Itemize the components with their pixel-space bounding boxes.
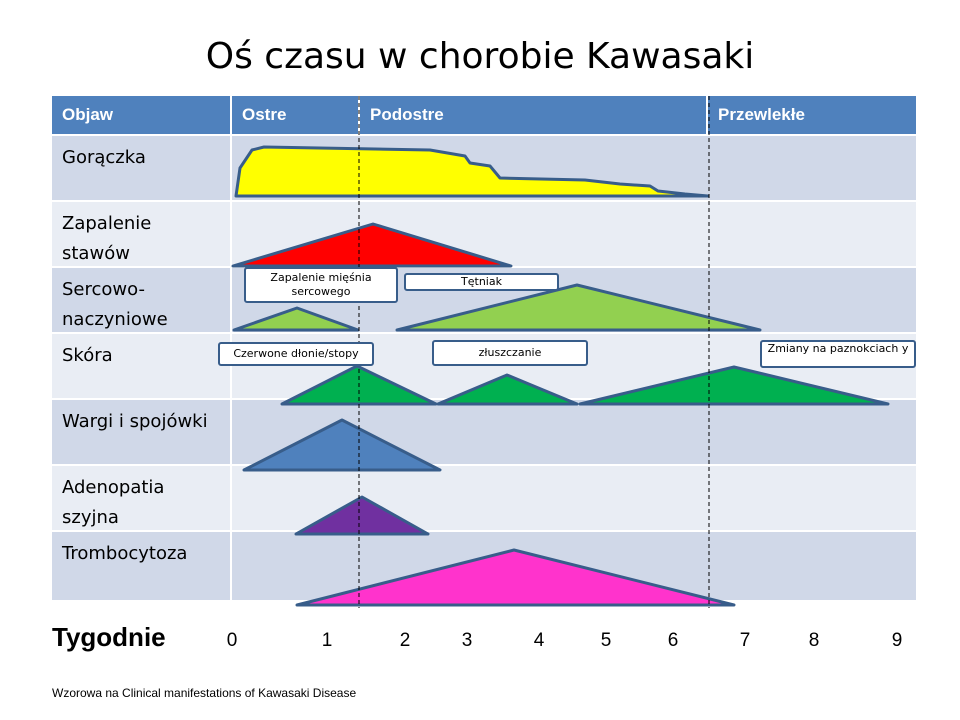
axis-tick: 2 [399, 630, 411, 651]
axis-label: Tygodnie [52, 622, 166, 652]
platelets-triangle [295, 548, 736, 607]
header-objaw: Objaw [52, 96, 230, 134]
header-przewlekle: Przewlekłe [708, 96, 916, 134]
axis-tick: 7 [739, 630, 751, 651]
source-note: Wzorowa na Clinical manifestations of Ka… [52, 686, 357, 700]
axis-tick: 4 [533, 630, 545, 651]
peeling-triangle [436, 373, 579, 406]
row-label-fever: Gorączka [52, 136, 230, 200]
myocarditis-triangle [232, 306, 360, 332]
axis-tick: 9 [891, 630, 903, 651]
row-label-cardio: Sercowo-naczyniowe [52, 268, 230, 332]
row-label-platelets: Trombocytoza [52, 532, 230, 600]
row-label-skin: Skóra [52, 334, 230, 398]
axis-tick: 3 [461, 630, 473, 651]
aneurysm-label: Tętniak [404, 273, 559, 291]
page-title: Oś czasu w chorobie Kawasaki [205, 36, 755, 77]
axis-tick: 5 [600, 630, 612, 651]
myocarditis-label: Zapalenie mięśnia sercowego [244, 267, 398, 303]
joints-triangle [231, 222, 513, 268]
axis-tick: 6 [667, 630, 679, 651]
nails-triangle [578, 365, 890, 406]
nails-label: Zmiany na paznokciach y [760, 340, 916, 368]
fever-shape [234, 145, 710, 198]
row-label-lips: Wargi i spojówki [52, 400, 230, 464]
aneurysm-triangle [395, 283, 762, 332]
row-label-joints: Zapalenie stawów [52, 202, 230, 266]
axis-tick: 0 [226, 630, 238, 651]
adenopathy-triangle [294, 495, 430, 536]
axis-tick: 8 [808, 630, 820, 651]
header-podostre: Podostre [360, 96, 706, 134]
peeling-label: złuszczanie [432, 340, 588, 366]
header-ostre: Ostre [232, 96, 358, 134]
row-adenopathy: Adenopatia szyjna [52, 466, 916, 530]
red-palms-label: Czerwone dłonie/stopy [218, 342, 374, 366]
lips-triangle [242, 418, 442, 472]
row-label-adenopathy: Adenopatia szyjna [52, 466, 230, 530]
axis-tick: 1 [321, 630, 333, 651]
